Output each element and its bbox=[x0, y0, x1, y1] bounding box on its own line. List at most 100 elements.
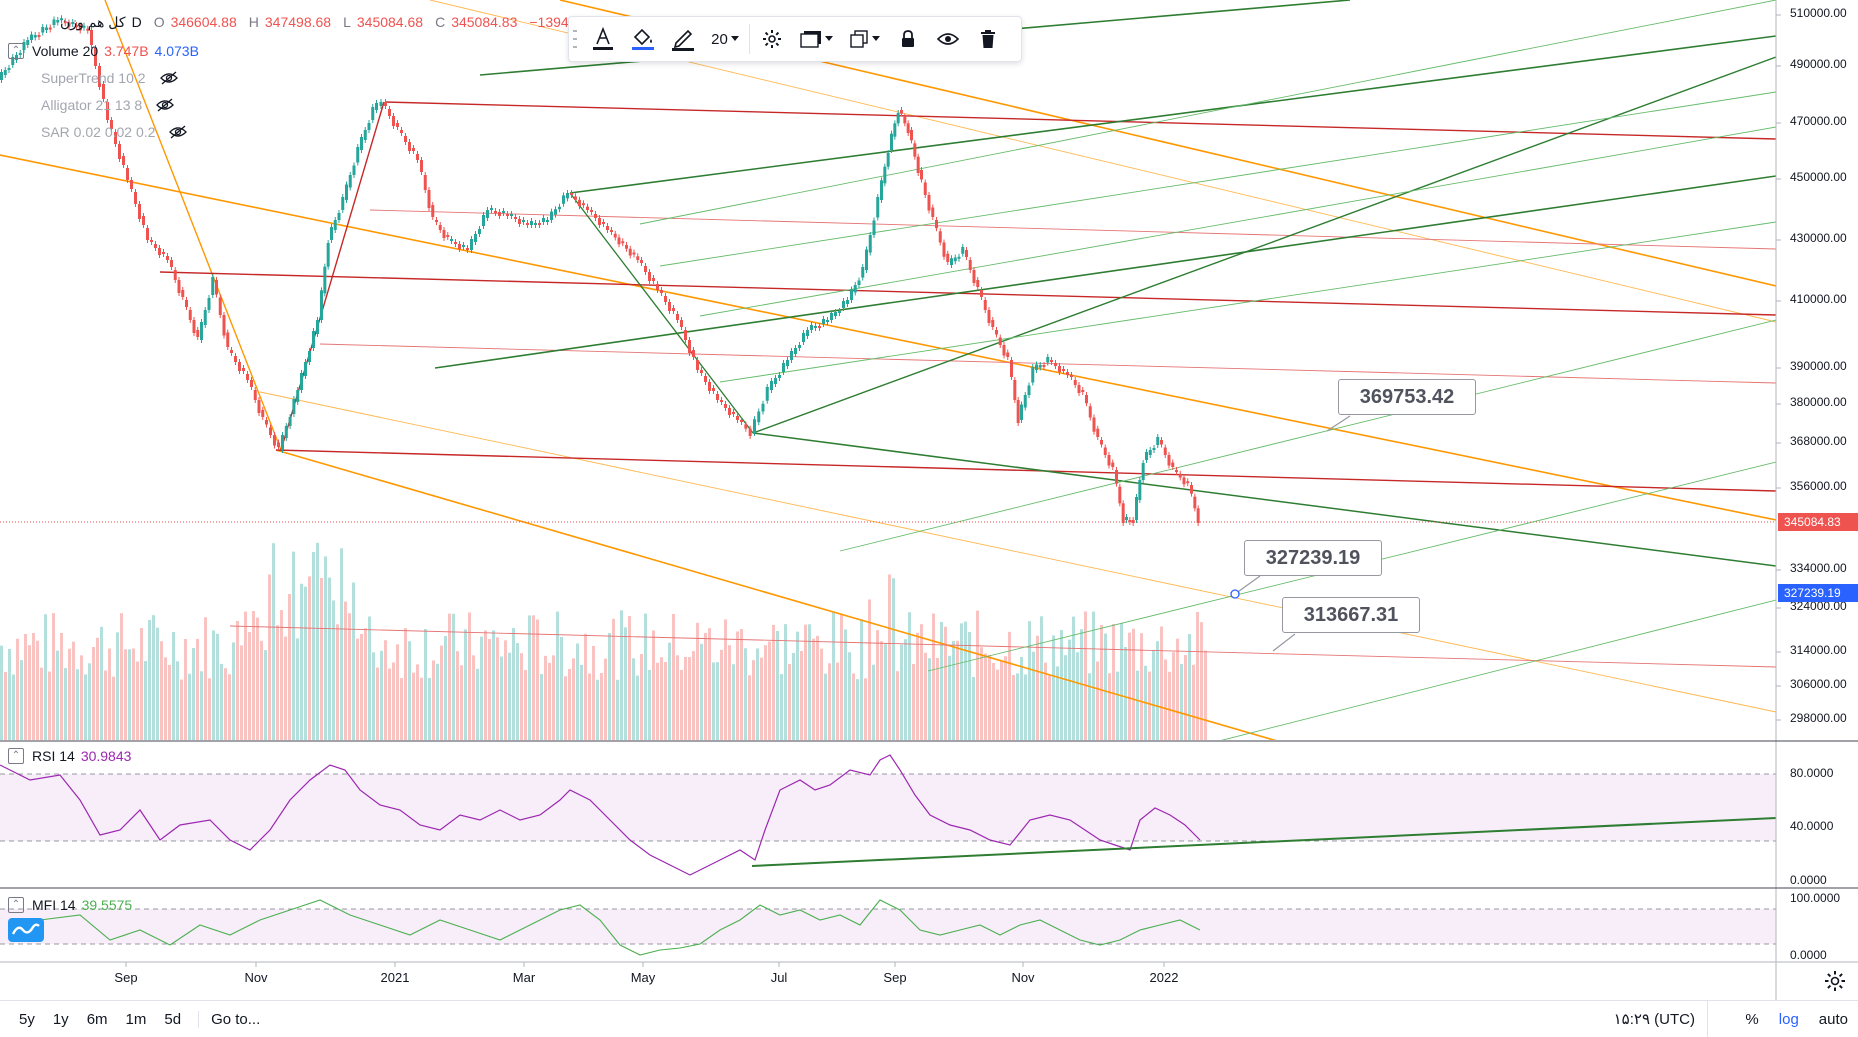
candle-body bbox=[200, 322, 203, 340]
candle-body bbox=[794, 348, 797, 354]
volume-bar bbox=[1084, 611, 1087, 740]
rsi-legend[interactable]: ⌃ RSI 14 30.9843 bbox=[8, 748, 131, 764]
price-callout[interactable]: 313667.31 bbox=[1282, 597, 1420, 633]
candle-body bbox=[185, 300, 188, 307]
volume-bar bbox=[496, 637, 499, 740]
volume-bar bbox=[808, 624, 811, 740]
candle-body bbox=[906, 123, 910, 133]
candle-body bbox=[1160, 440, 1163, 445]
candle-body bbox=[636, 256, 640, 260]
price-callout[interactable]: 327239.19 bbox=[1244, 540, 1382, 576]
collapse-icon[interactable]: ⌃ bbox=[8, 43, 24, 59]
volume-legend[interactable]: ⌃ Volume 20 3.747B 4.073B bbox=[8, 41, 199, 61]
candle-body bbox=[980, 290, 983, 297]
mfi-band bbox=[0, 909, 1776, 944]
volume-bar bbox=[1160, 626, 1163, 740]
tradingview-logo-icon[interactable] bbox=[8, 918, 44, 942]
time-tick-label: Nov bbox=[1011, 970, 1035, 985]
alligator-legend[interactable]: Alligator 21 13 8 bbox=[41, 95, 175, 115]
price-callout[interactable]: 369753.42 bbox=[1338, 379, 1476, 415]
candle-body bbox=[1107, 455, 1111, 466]
log-scale-toggle[interactable]: log bbox=[1778, 1011, 1799, 1028]
hide-button[interactable] bbox=[928, 21, 968, 57]
volume-bar bbox=[904, 639, 907, 740]
volume-bar bbox=[592, 645, 595, 740]
sar-legend[interactable]: SAR 0.02 0.02 0.2 bbox=[41, 122, 188, 142]
gear-icon[interactable] bbox=[1824, 970, 1846, 992]
eye-off-icon[interactable] bbox=[169, 125, 188, 139]
volume-bar bbox=[1096, 661, 1099, 740]
candle-body bbox=[110, 120, 113, 129]
candle-body bbox=[1088, 406, 1092, 418]
volume-bar bbox=[252, 610, 255, 740]
line-color-button[interactable] bbox=[663, 21, 703, 57]
volume-bar bbox=[480, 636, 483, 740]
candle-body bbox=[356, 147, 360, 163]
candle-body bbox=[704, 376, 707, 382]
volume-bar bbox=[1092, 611, 1095, 740]
volume-bar bbox=[436, 663, 439, 740]
candle-body bbox=[1027, 385, 1031, 395]
drag-handle[interactable] bbox=[573, 24, 583, 54]
volume-bar bbox=[980, 647, 983, 740]
volume-bar bbox=[1088, 673, 1091, 740]
candle-body bbox=[1077, 385, 1081, 393]
candle-body bbox=[126, 168, 129, 180]
visibility-intervals-button[interactable] bbox=[792, 21, 840, 57]
supertrend-legend[interactable]: SuperTrend 10 2 bbox=[41, 68, 178, 88]
range-1m-button[interactable]: 1m bbox=[125, 1010, 147, 1028]
volume-bar bbox=[968, 631, 971, 740]
timezone-button[interactable]: ۱۵:۲۹ (UTC) bbox=[1614, 1001, 1708, 1037]
settings-button[interactable] bbox=[752, 21, 792, 57]
lock-button[interactable] bbox=[888, 21, 928, 57]
candle-body bbox=[688, 340, 691, 353]
volume-bar bbox=[892, 578, 895, 740]
candle-body bbox=[950, 258, 953, 265]
range-6m-button[interactable]: 6m bbox=[86, 1010, 108, 1028]
goto-button[interactable]: Go to... bbox=[198, 1010, 260, 1028]
auto-scale-toggle[interactable]: auto bbox=[1818, 1011, 1848, 1028]
chart-canvas[interactable] bbox=[0, 0, 1858, 1000]
text-color-button[interactable] bbox=[583, 21, 623, 57]
range-5y-button[interactable]: 5y bbox=[19, 1010, 35, 1028]
collapse-icon[interactable]: ⌃ bbox=[8, 748, 24, 764]
candle-body bbox=[37, 35, 41, 37]
range-1y-button[interactable]: 1y bbox=[52, 1010, 69, 1028]
candle-body bbox=[1196, 508, 1200, 523]
collapse-icon[interactable]: ⌃ bbox=[8, 897, 24, 913]
close-value: 345084.83 bbox=[451, 14, 518, 30]
mfi-legend[interactable]: ⌃ MFI 14 39.5575 bbox=[8, 897, 132, 913]
volume-bar bbox=[864, 678, 867, 740]
candle-body bbox=[48, 27, 52, 30]
trend-line bbox=[659, 91, 1776, 267]
supertrend-name: SuperTrend 10 2 bbox=[41, 70, 146, 86]
volume-bar bbox=[140, 627, 143, 740]
volume-bar bbox=[504, 640, 507, 740]
eye-off-icon[interactable] bbox=[159, 71, 178, 85]
range-5d-button[interactable]: 5d bbox=[164, 1010, 182, 1028]
clone-button[interactable] bbox=[840, 21, 888, 57]
volume-bar bbox=[156, 627, 159, 740]
candle-body bbox=[778, 375, 781, 378]
candle-body bbox=[94, 48, 97, 66]
candle-body bbox=[435, 220, 438, 222]
symbol-name[interactable]: کل هم وزن bbox=[60, 13, 126, 30]
candle-body bbox=[420, 160, 423, 172]
percent-scale-toggle[interactable]: % bbox=[1745, 1011, 1759, 1028]
volume-bar bbox=[60, 632, 63, 740]
eye-off-icon[interactable] bbox=[156, 98, 175, 112]
candle-body bbox=[736, 416, 739, 420]
interval[interactable]: D bbox=[131, 14, 142, 30]
volume-bar bbox=[172, 631, 175, 740]
volume-bar bbox=[852, 673, 855, 740]
candle-body bbox=[470, 239, 473, 250]
paint-bucket-icon bbox=[632, 28, 654, 50]
volume-bar bbox=[340, 548, 343, 740]
candle-body bbox=[842, 301, 845, 308]
font-size-select[interactable]: 20 bbox=[703, 21, 747, 57]
volume-bar bbox=[712, 662, 715, 740]
fill-color-button[interactable] bbox=[623, 21, 663, 57]
volume-bar bbox=[300, 583, 303, 740]
candle-body bbox=[961, 247, 965, 254]
delete-button[interactable] bbox=[968, 21, 1008, 57]
